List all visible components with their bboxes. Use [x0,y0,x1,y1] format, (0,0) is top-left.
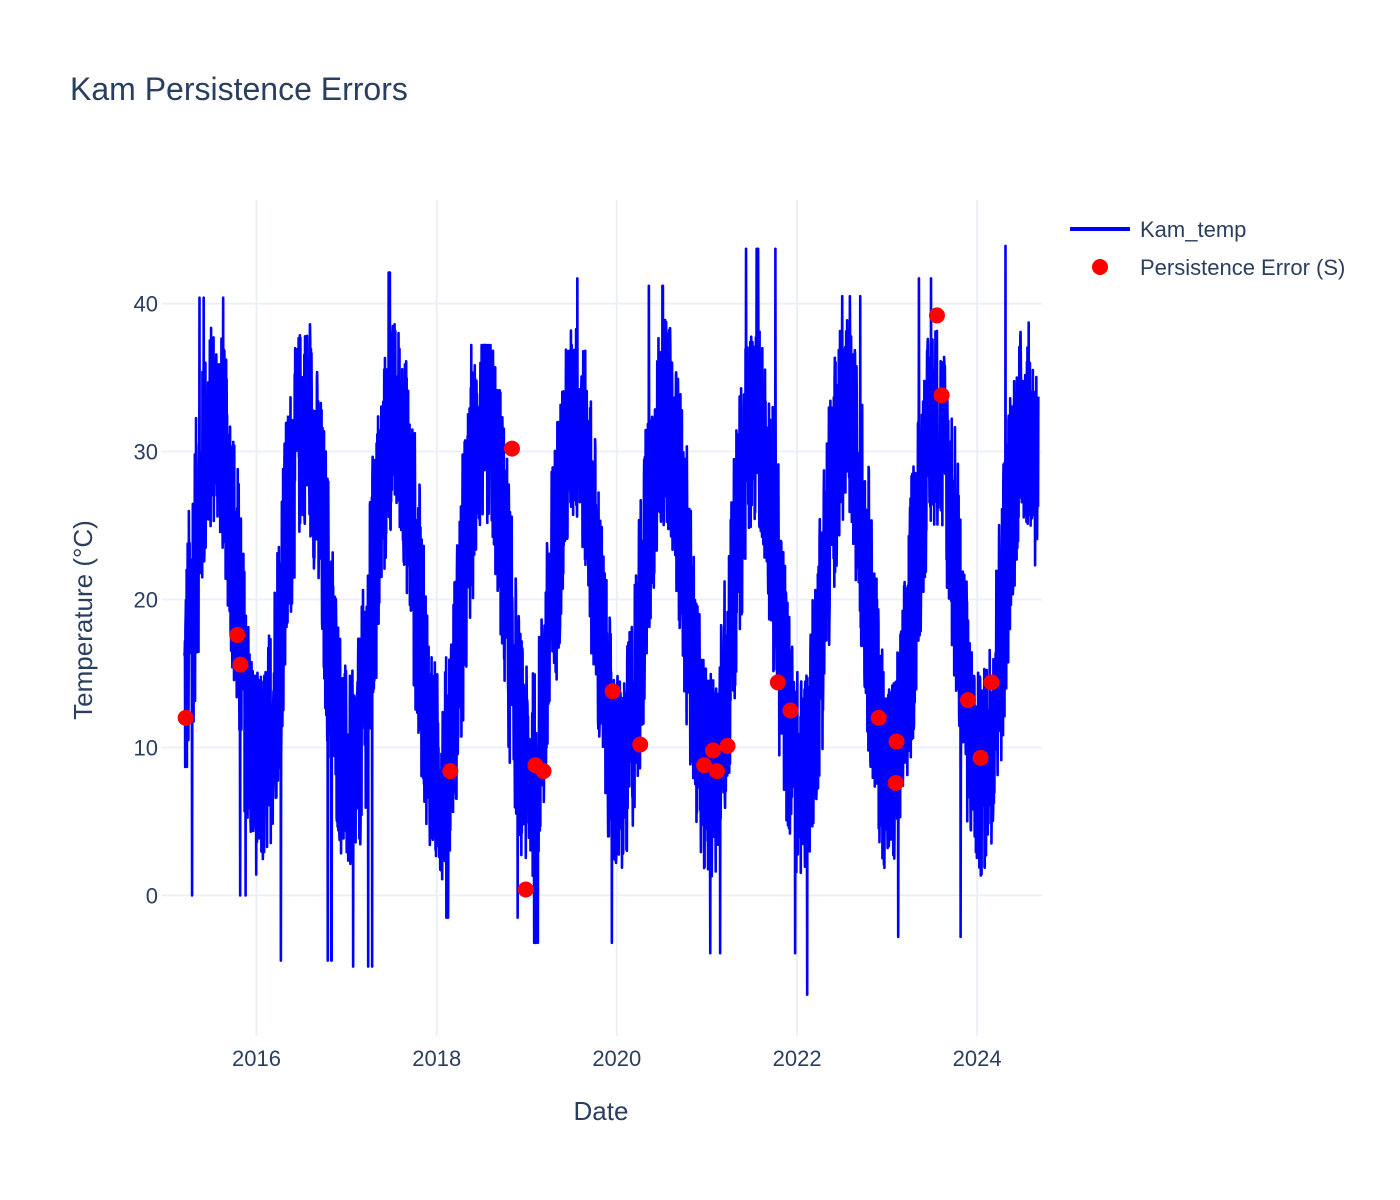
persistence-error-point[interactable] [708,763,725,780]
persistence-error-point[interactable] [769,674,786,691]
persistence-error-point[interactable] [517,881,534,898]
persistence-error-point[interactable] [704,742,721,759]
persistence-error-point[interactable] [960,692,977,709]
legend[interactable]: Kam_temp Persistence Error (S) [1070,217,1345,280]
persistence-error-point[interactable] [972,749,989,766]
persistence-error-point[interactable] [696,757,713,774]
x-tick-label: 2024 [953,1046,1002,1071]
x-tick-label: 2018 [412,1046,461,1071]
persistence-error-point[interactable] [442,763,459,780]
persistence-error-point[interactable] [928,307,945,324]
y-tick-label: 40 [134,292,158,317]
y-axis-title: Temperature (°C) [68,520,98,720]
persistence-error-point[interactable] [933,387,950,404]
persistence-error-point[interactable] [229,627,246,644]
y-tick-label: 0 [146,883,158,908]
y-tick-label: 20 [134,588,158,613]
legend-marker-swatch [1092,259,1108,275]
persistence-error-point[interactable] [503,440,520,457]
persistence-error-point[interactable] [782,702,799,719]
persistence-error-point[interactable] [719,737,736,754]
y-tick-label: 10 [134,735,158,760]
chart-title: Kam Persistence Errors [70,71,408,107]
persistence-error-point[interactable] [177,709,194,726]
x-axis-title: Date [574,1096,629,1126]
persistence-error-point[interactable] [870,709,887,726]
tick-layer: 0 10 20 30 40 2016 2018 2020 2022 2024 [134,292,1002,1071]
persistence-error-point[interactable] [983,674,1000,691]
persistence-error-point[interactable] [887,774,904,791]
persistence-error-point[interactable] [604,683,621,700]
legend-label-kam-temp: Kam_temp [1140,217,1246,242]
y-tick-label: 30 [134,440,158,465]
persistence-error-point[interactable] [888,733,905,750]
x-tick-label: 2016 [232,1046,281,1071]
persistence-error-point[interactable] [535,763,552,780]
marker-layer [177,307,1000,898]
line-layer [183,244,1040,996]
persistence-error-point[interactable] [632,736,649,753]
kam-temp-line [183,244,1040,996]
legend-label-persistence-error: Persistence Error (S) [1140,255,1345,280]
persistence-error-point[interactable] [232,656,249,673]
x-tick-label: 2022 [773,1046,822,1071]
x-tick-label: 2020 [592,1046,641,1071]
